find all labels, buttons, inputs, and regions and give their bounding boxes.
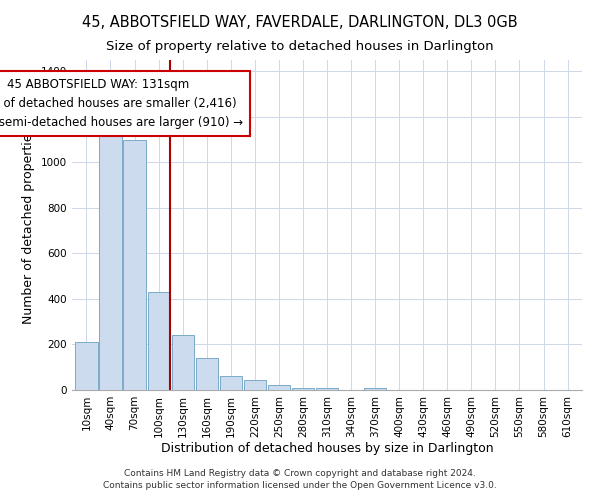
Text: Contains HM Land Registry data © Crown copyright and database right 2024.
Contai: Contains HM Land Registry data © Crown c… bbox=[103, 468, 497, 490]
Bar bbox=[244, 380, 266, 390]
X-axis label: Distribution of detached houses by size in Darlington: Distribution of detached houses by size … bbox=[161, 442, 493, 456]
Y-axis label: Number of detached properties: Number of detached properties bbox=[22, 126, 35, 324]
Bar bbox=[124, 140, 146, 390]
Bar bbox=[172, 336, 194, 390]
Bar bbox=[292, 388, 314, 390]
Bar bbox=[100, 135, 122, 390]
Bar bbox=[196, 358, 218, 390]
Text: 45, ABBOTSFIELD WAY, FAVERDALE, DARLINGTON, DL3 0GB: 45, ABBOTSFIELD WAY, FAVERDALE, DARLINGT… bbox=[82, 15, 518, 30]
Bar bbox=[76, 342, 98, 390]
Bar bbox=[148, 292, 170, 390]
Bar bbox=[316, 388, 338, 390]
Bar bbox=[220, 376, 242, 390]
Text: Size of property relative to detached houses in Darlington: Size of property relative to detached ho… bbox=[106, 40, 494, 53]
Bar bbox=[364, 388, 386, 390]
Text: 45 ABBOTSFIELD WAY: 131sqm
← 72% of detached houses are smaller (2,416)
27% of s: 45 ABBOTSFIELD WAY: 131sqm ← 72% of deta… bbox=[0, 78, 243, 129]
Bar bbox=[268, 386, 290, 390]
